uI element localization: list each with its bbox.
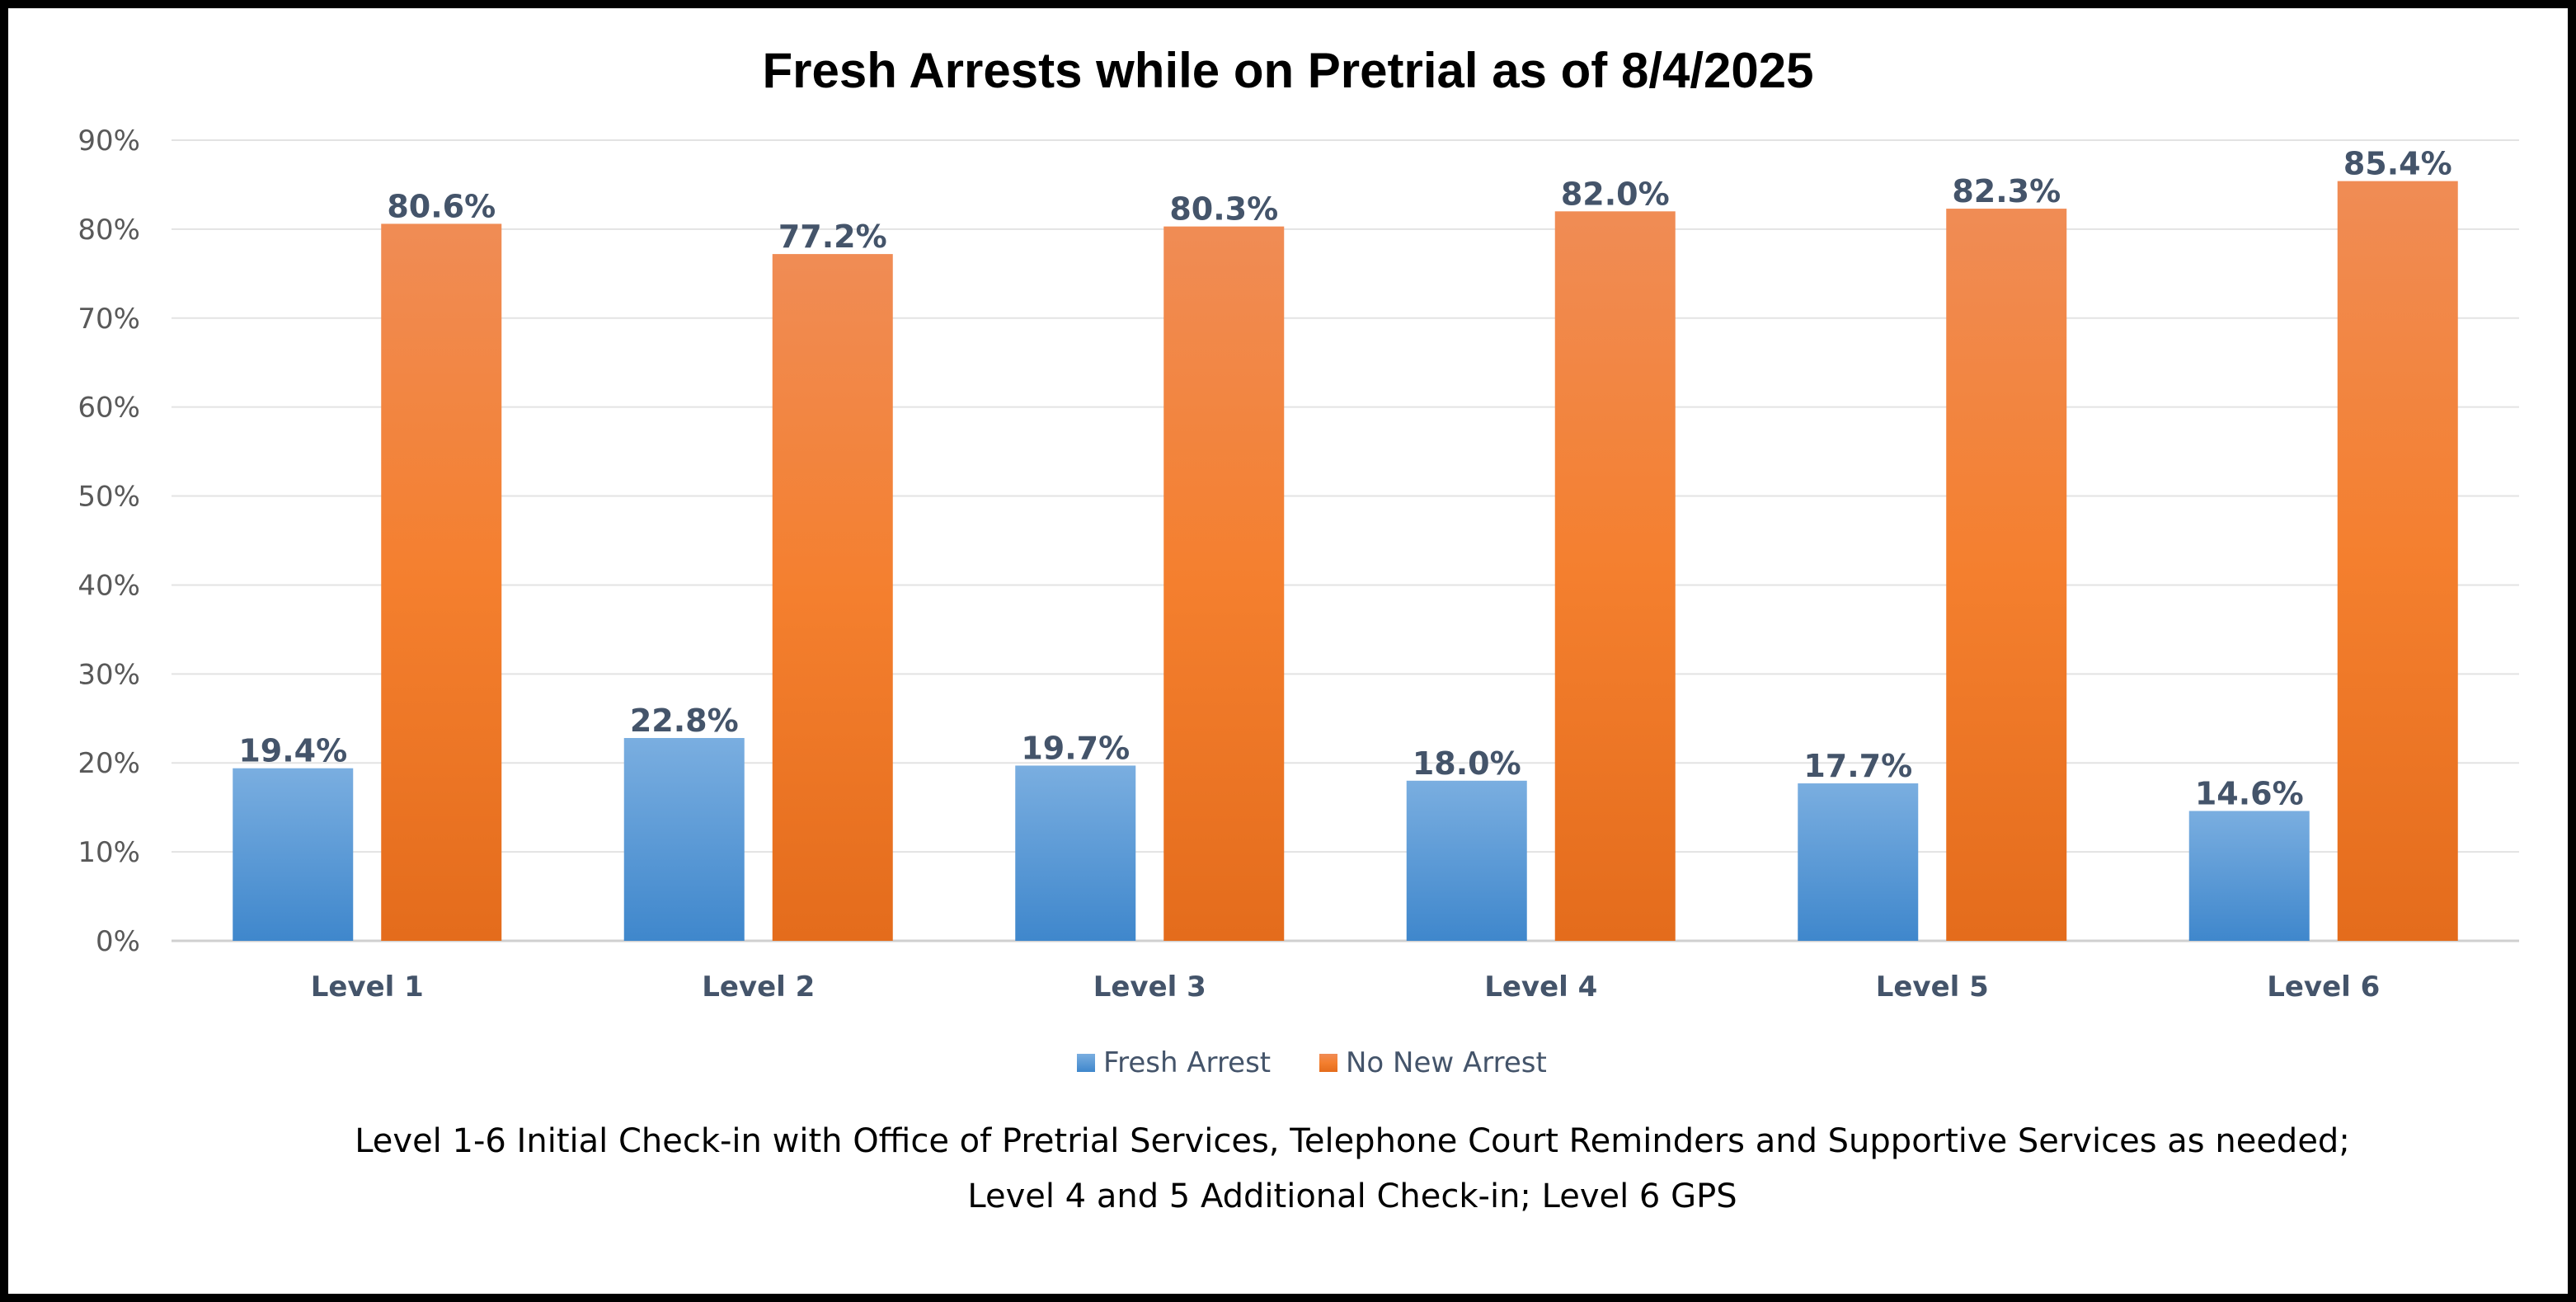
x-axis-category-labels: Level 1 Level 2 Level 3 Level 4 Level 5 Level… [311, 971, 2381, 1004]
bar-no-new-arrest [381, 223, 502, 942]
bar-fresh-arrest [623, 738, 745, 941]
y-tick-label: 30% [78, 658, 140, 691]
legend-label-fresh-arrest: Fresh Arrest [1103, 1046, 1271, 1079]
data-label-no-new-arrest: 85.4% [2343, 146, 2452, 182]
y-tick-label: 50% [78, 481, 140, 514]
bar-no-new-arrest [1163, 226, 1285, 941]
x-category-label: Level 6 [2267, 971, 2380, 1004]
x-category-label: Level 1 [311, 971, 424, 1004]
legend-label-no-new-arrest: No New Arrest [1346, 1046, 1547, 1079]
footnote-line-2: Level 4 and 5 Additional Check-in; Level… [967, 1177, 1737, 1215]
bar-no-new-arrest [2337, 181, 2458, 941]
y-axis-tick-labels: 0% 10% 20% 30% 40% 50% 60% 70% 80% 90% [78, 125, 140, 958]
data-label-no-new-arrest: 82.0% [1561, 176, 1670, 212]
bar-no-new-arrest [1554, 211, 1676, 941]
bar-fresh-arrest [1798, 783, 1919, 941]
gridlines [172, 139, 2519, 942]
y-tick-label: 40% [78, 569, 140, 602]
y-tick-label: 10% [78, 836, 140, 869]
x-category-label: Level 2 [702, 971, 815, 1004]
y-tick-label: 20% [78, 747, 140, 780]
data-labels: 19.4% 80.6% 22.8% 77.2% 19.7% 80.3% 18.0% 82.0%… [238, 146, 2451, 812]
data-label-fresh-arrest: 19.4% [238, 733, 347, 769]
bars [233, 181, 2458, 942]
data-label-no-new-arrest: 77.2% [778, 219, 887, 255]
chart-title: Fresh Arrests while on Pretrial as of 8/… [763, 43, 1814, 98]
y-tick-label: 60% [78, 392, 140, 425]
data-label-no-new-arrest: 82.3% [1952, 173, 2061, 209]
y-tick-label: 80% [78, 214, 140, 247]
bar-fresh-arrest [233, 768, 354, 941]
data-label-fresh-arrest: 22.8% [630, 703, 739, 739]
legend: Fresh Arrest No New Arrest [1077, 1046, 1547, 1079]
data-label-fresh-arrest: 17.7% [1803, 748, 1912, 784]
legend-swatch-no-new-arrest [1319, 1054, 1337, 1072]
legend-swatch-fresh-arrest [1077, 1054, 1095, 1072]
x-category-label: Level 3 [1093, 971, 1206, 1004]
x-category-label: Level 5 [1876, 971, 1989, 1004]
data-label-fresh-arrest: 18.0% [1413, 745, 1521, 782]
y-tick-label: 0% [96, 925, 140, 958]
x-category-label: Level 4 [1484, 971, 1597, 1004]
bar-fresh-arrest [1406, 780, 1527, 941]
bar-no-new-arrest [1946, 209, 2067, 941]
bar-fresh-arrest [2188, 811, 2310, 941]
data-label-fresh-arrest: 19.7% [1021, 730, 1130, 766]
bar-no-new-arrest [772, 254, 893, 941]
footnote-line-1: Level 1-6 Initial Check-in with Office o… [355, 1122, 2350, 1160]
bar-fresh-arrest [1015, 765, 1136, 941]
y-tick-label: 90% [78, 125, 140, 157]
data-label-no-new-arrest: 80.3% [1169, 191, 1278, 228]
y-tick-label: 70% [78, 303, 140, 336]
data-label-fresh-arrest: 14.6% [2195, 775, 2304, 811]
data-label-no-new-arrest: 80.6% [387, 188, 496, 224]
